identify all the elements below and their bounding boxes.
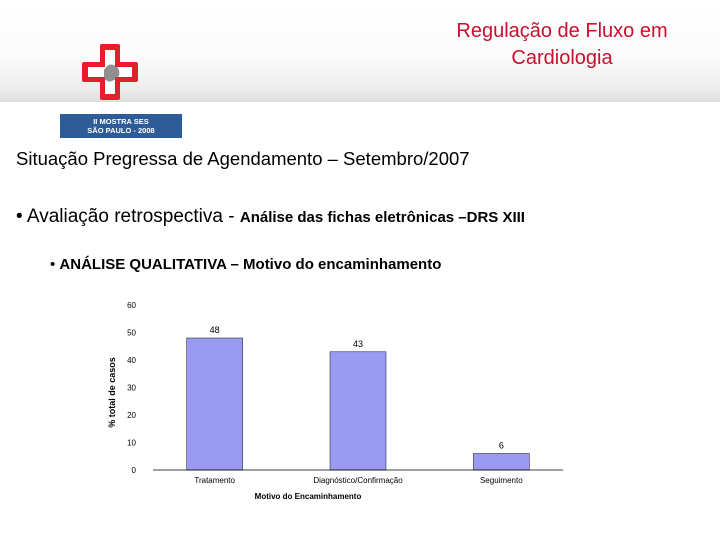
y-tick-label: 40: [127, 356, 136, 365]
presentation-title: Regulação de Fluxo em Cardiologia: [412, 18, 712, 72]
bullet-retrospective-detail: Análise das fichas eletrônicas –DRS XIII: [239, 209, 525, 226]
y-tick-label: 30: [127, 384, 136, 393]
y-tick-label: 60: [127, 301, 136, 310]
bullet-qualitative-text: ANÁLISE QUALITATIVA – Motivo do encaminh…: [59, 256, 442, 273]
bar-value-label: 48: [210, 325, 220, 335]
logo-caption-line-1: II MOSTRA SES: [93, 117, 149, 126]
bullet-retrospective: • Avaliação retrospectiva - Análise das …: [16, 206, 525, 228]
bar-value-label: 6: [499, 441, 504, 451]
y-tick-label: 0: [132, 466, 137, 475]
title-line-1: Regulação de Fluxo em: [456, 20, 668, 42]
y-axis-ticks: 0 10 20 30 40 50 60: [127, 301, 136, 475]
bullet-retrospective-main: • Avaliação retrospectiva -: [16, 206, 240, 227]
y-axis-title: % total de casos: [107, 357, 117, 428]
mostra-ses-logo: [82, 44, 138, 100]
title-line-2: Cardiologia: [511, 47, 613, 69]
bar: [473, 453, 530, 471]
y-tick-label: 10: [127, 439, 136, 448]
x-tick-label: Tratamento: [194, 476, 235, 485]
bar-data-labels: 48 43 6: [210, 325, 504, 451]
logo-cross-icon: [82, 44, 138, 100]
bar-chart: 0 10 20 30 40 50 60 48 43 6 Tratamento Diagnóstic…: [107, 301, 563, 501]
logo-caption-line-2: SÃO PAULO - 2008: [87, 126, 155, 135]
bar-value-label: 43: [353, 339, 363, 349]
y-tick-label: 50: [127, 329, 136, 338]
x-tick-label: Seguimento: [480, 476, 523, 485]
y-tick-label: 20: [127, 411, 136, 420]
logo-caption: II MOSTRA SES SÃO PAULO - 2008: [60, 114, 182, 138]
bullet-dot: •: [50, 256, 60, 273]
chart-container: 0 10 20 30 40 50 60 48 43 6 Tratamento Diagnóstic…: [103, 297, 593, 517]
bars: [186, 337, 530, 471]
bullet-qualitative: • ANÁLISE QUALITATIVA – Motivo do encami…: [50, 256, 441, 273]
bar: [186, 337, 243, 471]
x-axis-title: Motivo do Encaminhamento: [255, 492, 362, 501]
x-tick-label: Diagnóstico/Confirmação: [313, 476, 403, 485]
bar: [329, 351, 387, 471]
slide-heading: Situação Pregressa de Agendamento – Sete…: [16, 148, 470, 169]
x-axis-ticks: Tratamento Diagnóstico/Confirmação Seguime…: [194, 476, 523, 485]
